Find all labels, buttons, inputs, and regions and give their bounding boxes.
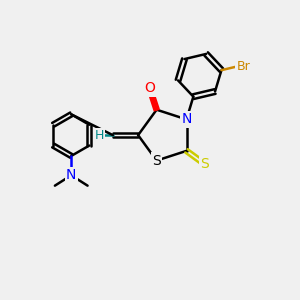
Text: S: S [200,157,209,171]
Text: N: N [181,112,192,126]
Text: N: N [66,168,76,182]
Text: S: S [152,154,161,168]
Text: O: O [144,82,155,95]
Text: Br: Br [236,60,250,73]
Text: H: H [95,129,104,142]
